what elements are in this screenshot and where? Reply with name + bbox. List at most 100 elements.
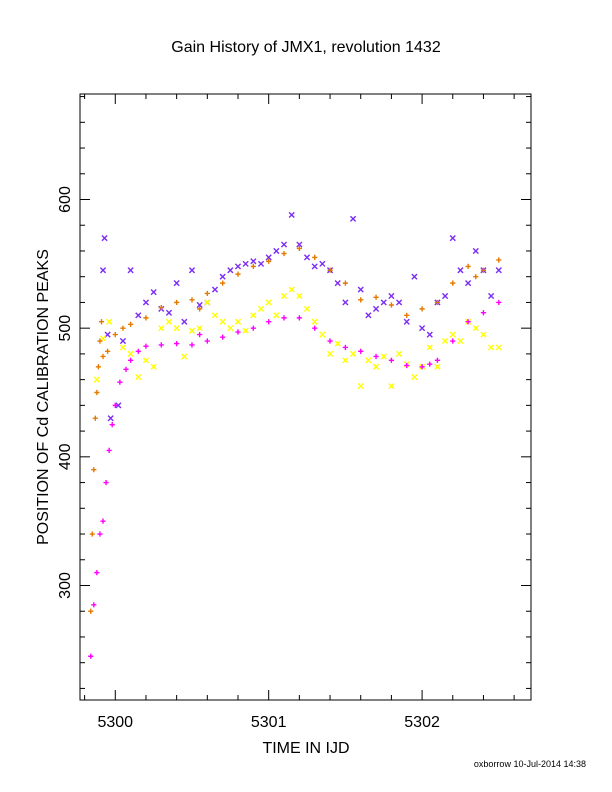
data-point xyxy=(117,379,123,385)
data-point xyxy=(158,342,164,348)
data-point xyxy=(99,267,107,274)
data-point xyxy=(165,318,173,325)
data-point xyxy=(273,312,280,319)
data-point xyxy=(319,331,326,338)
data-point xyxy=(127,267,134,274)
data-point xyxy=(426,331,433,338)
data-point xyxy=(465,263,471,270)
data-point xyxy=(250,258,257,265)
data-point xyxy=(181,318,188,325)
data-point xyxy=(112,402,118,408)
data-point xyxy=(496,299,502,306)
data-point xyxy=(349,215,357,222)
data-point xyxy=(142,299,150,306)
series-1 xyxy=(93,286,502,390)
x-axis-label: TIME IN IJD xyxy=(262,740,349,757)
data-point xyxy=(188,267,196,274)
data-point xyxy=(115,402,122,409)
data-point xyxy=(188,327,196,334)
data-point xyxy=(109,422,115,428)
series-2 xyxy=(88,245,502,614)
x-tick-label: 5302 xyxy=(404,714,440,731)
series-3 xyxy=(88,299,502,659)
data-point xyxy=(296,292,303,300)
axis-ticks xyxy=(80,94,531,700)
data-point xyxy=(488,344,495,351)
data-point xyxy=(204,299,211,306)
data-point xyxy=(234,263,242,270)
data-point xyxy=(395,350,403,357)
axis-tick-labels: 5300 5301 5302 300 400 500 600 xyxy=(57,186,440,731)
data-point xyxy=(91,467,97,473)
data-point xyxy=(250,325,256,331)
data-point xyxy=(281,315,287,321)
data-point xyxy=(372,305,380,312)
data-point xyxy=(465,280,472,287)
data-point xyxy=(128,321,134,327)
data-point xyxy=(93,376,100,383)
data-point xyxy=(189,297,195,303)
data-point xyxy=(434,299,441,306)
data-point xyxy=(189,342,195,348)
y-tick-label: 600 xyxy=(57,186,74,213)
data-point xyxy=(419,364,425,370)
data-point xyxy=(449,235,456,242)
data-point xyxy=(380,353,387,360)
data-point xyxy=(100,353,106,360)
y-tick-label: 500 xyxy=(57,315,74,342)
data-point xyxy=(480,267,487,273)
data-point xyxy=(266,319,272,325)
data-point xyxy=(327,338,333,344)
data-point xyxy=(296,245,302,251)
data-point xyxy=(427,361,433,367)
data-point xyxy=(342,344,348,351)
data-point xyxy=(327,267,333,273)
data-point xyxy=(235,329,241,335)
data-point xyxy=(142,357,150,364)
data-point xyxy=(106,447,112,453)
data-point xyxy=(357,382,364,390)
data-point xyxy=(97,338,103,344)
data-point xyxy=(103,479,109,486)
data-point xyxy=(234,318,242,325)
data-point xyxy=(334,280,341,287)
data-point xyxy=(265,254,272,261)
data-point xyxy=(450,280,456,286)
data-point xyxy=(303,305,311,312)
data-point xyxy=(174,299,180,306)
footer-credit: oxborrow 10-Jul-2014 14:38 xyxy=(474,759,586,769)
data-point xyxy=(211,286,219,293)
data-point xyxy=(472,325,479,332)
chart-title: Gain History of JMX1, revolution 1432 xyxy=(171,39,441,56)
data-point xyxy=(418,325,426,332)
data-point xyxy=(426,344,433,351)
data-point xyxy=(174,341,180,347)
data-point xyxy=(99,335,107,342)
data-point xyxy=(265,299,272,306)
data-point xyxy=(107,415,114,422)
data-point xyxy=(219,318,226,325)
data-point xyxy=(266,258,272,264)
y-axis-label: POSITION OF Cd CALIBRATION PEAKS xyxy=(35,249,52,545)
data-point xyxy=(211,312,219,319)
data-point xyxy=(242,260,249,267)
data-point xyxy=(373,353,379,360)
data-point xyxy=(127,350,134,357)
data-point xyxy=(373,294,379,300)
data-point xyxy=(106,318,113,325)
data-point xyxy=(143,343,149,349)
data-point xyxy=(480,310,487,316)
data-point xyxy=(465,319,471,325)
data-point xyxy=(404,312,410,318)
data-point xyxy=(312,254,318,261)
data-point xyxy=(88,653,94,659)
data-point xyxy=(92,415,98,421)
data-point xyxy=(496,257,502,263)
plot-area xyxy=(79,93,532,701)
data-point xyxy=(143,315,149,321)
data-point xyxy=(434,357,441,363)
data-point xyxy=(128,357,134,363)
data-point xyxy=(227,325,234,332)
data-point xyxy=(388,302,395,308)
